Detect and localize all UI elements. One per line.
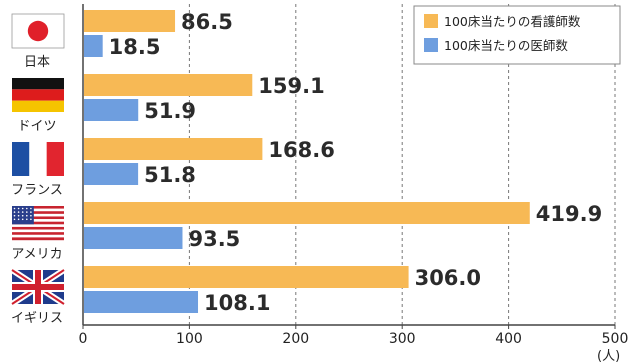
uk-flag-icon: [10, 267, 66, 307]
flag-stripe-blue: [12, 142, 30, 176]
flag-star: [26, 207, 28, 210]
value-label-nurse-4: 306.0: [415, 266, 481, 290]
flag-star: [30, 218, 32, 221]
usa-flag-icon: [12, 206, 64, 241]
bar-doctor-3: [84, 227, 183, 249]
flag-star: [30, 214, 32, 217]
value-label-doctor-0: 18.5: [109, 35, 161, 59]
flag-stripe: [12, 237, 64, 241]
value-label-doctor-3: 93.5: [188, 227, 240, 251]
flag-stripe-red: [46, 142, 64, 176]
country-label-2: フランス: [11, 183, 63, 198]
japan-flag-icon: [11, 13, 65, 49]
flag-star: [26, 211, 28, 213]
flag-stripe: [12, 206, 64, 209]
legend-label-nurse: 100床当たりの看護師数: [444, 14, 581, 29]
value-label-nurse-3: 419.9: [536, 202, 602, 226]
flag-star: [13, 207, 16, 210]
bar-nurse-0: [84, 10, 176, 32]
flag-stripe: [12, 221, 64, 225]
value-label-doctor-4: 108.1: [204, 291, 270, 315]
bar-doctor-0: [84, 35, 103, 57]
flag-star: [21, 218, 24, 221]
legend-swatch-nurse: [424, 14, 438, 28]
france-flag-icon: [12, 142, 64, 176]
flag-stripe: [12, 234, 64, 238]
x-tick-label-400: 400: [495, 331, 522, 347]
flag-stripe: [12, 213, 64, 217]
flag-star: [30, 207, 32, 210]
flag-stripe: [12, 232, 64, 235]
x-tick-label-100: 100: [176, 331, 203, 347]
x-tick-label-0: 0: [79, 331, 88, 347]
bar-doctor-1: [84, 99, 139, 121]
flag-star: [21, 214, 24, 217]
flag-stripe: [12, 224, 64, 228]
bar-nurse-1: [84, 74, 253, 96]
country-label-3: アメリカ: [11, 247, 62, 262]
bar-nurse-2: [84, 138, 263, 160]
flag-stripe-gold: [12, 100, 64, 112]
flag-stripe-red: [12, 89, 64, 101]
flag-star: [13, 211, 16, 213]
germany-flag-icon: [12, 78, 64, 112]
bar-doctor-4: [84, 291, 199, 313]
flag-disc: [27, 20, 49, 42]
flag-star: [17, 218, 20, 221]
axes: 0 100 200 300 400 500: [79, 4, 629, 347]
flag-stripe: [12, 211, 64, 215]
value-label-doctor-1: 51.9: [144, 99, 196, 123]
flag-stripe-black: [12, 78, 64, 90]
bar-nurse-4: [84, 266, 409, 288]
flag-star: [17, 207, 20, 210]
x-tick-label-200: 200: [282, 331, 309, 347]
flag-stripe-white: [29, 142, 47, 176]
legend-box: [413, 5, 621, 65]
flag-star: [21, 211, 24, 213]
value-label-nurse-2: 168.6: [268, 138, 334, 162]
legend-swatch-doctor: [424, 38, 438, 52]
flag-star: [13, 218, 16, 221]
flag-star: [26, 218, 28, 221]
flag-cross-red-h: [12, 284, 64, 290]
value-label-nurse-1: 159.1: [258, 74, 324, 98]
bar-nurse-3: [84, 202, 530, 224]
flag-stripe: [12, 219, 64, 222]
x-unit-label: (人): [597, 349, 620, 364]
legend-label-doctor: 100床当たりの医師数: [444, 38, 568, 53]
flag-stripe: [12, 208, 64, 212]
flag-star: [26, 214, 28, 217]
country-label-0: 日本: [24, 55, 50, 70]
country-label-4: イギリス: [11, 311, 63, 326]
flag-star: [17, 211, 20, 213]
flag-star: [30, 211, 32, 213]
value-label-doctor-2: 51.8: [144, 163, 196, 187]
flag-star: [13, 214, 16, 217]
flag-star: [21, 207, 24, 210]
value-label-nurse-0: 86.5: [181, 10, 233, 34]
flag-stripe: [12, 216, 64, 220]
bars: 86.5 18.5 159.1 51.9 168.6 51.8 419.9 93.5 306.0…: [84, 10, 602, 315]
flag-stripe: [12, 229, 64, 233]
x-tick-label-500: 500: [602, 331, 629, 347]
country-label-1: ドイツ: [17, 119, 56, 134]
legend: 100床当たりの看護師数 100床当たりの医師数: [413, 5, 621, 65]
x-tick-label-300: 300: [389, 331, 416, 347]
flag-stripe: [12, 226, 64, 230]
flag-star: [17, 214, 20, 217]
bar-doctor-2: [84, 163, 139, 185]
